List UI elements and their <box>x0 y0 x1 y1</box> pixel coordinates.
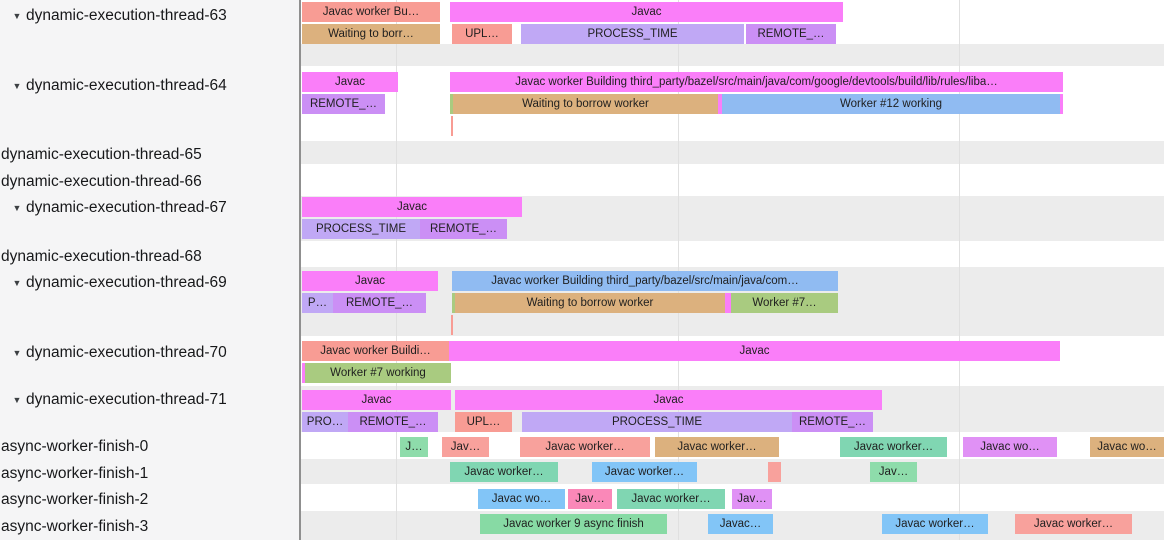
track-label: dynamic-execution-thread-70 <box>26 344 227 361</box>
timeline-slice[interactable] <box>1060 94 1063 114</box>
track-name-panel: ▼ dynamic-execution-thread-63 ▼ dynamic-exe… <box>0 0 299 540</box>
sidebar-track-dynamic-execution-thread-67[interactable]: ▼ dynamic-execution-thread-67 <box>0 197 299 219</box>
timeline-slice[interactable]: PROCESS_TIME <box>522 412 792 432</box>
timeline-slice[interactable]: REMOTE_… <box>746 24 836 44</box>
timeline-slice[interactable]: Javac worker… <box>617 489 725 509</box>
timeline-slice[interactable]: Javac worker 9 async finish <box>480 514 667 534</box>
expand-triangle-icon[interactable]: ▼ <box>12 81 22 91</box>
sidebar-track-dynamic-execution-thread-71[interactable]: ▼ dynamic-execution-thread-71 <box>0 389 299 411</box>
timeline-slice[interactable]: Javac worker… <box>882 514 988 534</box>
timeline-canvas[interactable]: Javac worker Bu… Javac Waiting to borr… UPL… <box>301 0 1164 540</box>
sidebar-track-async-worker-finish-3[interactable]: async-worker-finish-3 <box>0 516 299 538</box>
track-label: async-worker-finish-3 <box>1 518 149 535</box>
timeline-slice[interactable]: Javac <box>302 72 398 92</box>
expand-triangle-icon[interactable]: ▼ <box>12 348 22 358</box>
sidebar-track-dynamic-execution-thread-69[interactable]: ▼ dynamic-execution-thread-69 <box>0 272 299 294</box>
timeline-slice[interactable]: REMOTE_… <box>333 293 426 313</box>
time-gridline <box>959 0 960 540</box>
sidebar-track-async-worker-finish-1[interactable]: async-worker-finish-1 <box>0 463 299 485</box>
timeline-slice[interactable]: Javac <box>455 390 882 410</box>
timeline-slice[interactable]: Jav… <box>568 489 612 509</box>
timeline-slice[interactable] <box>452 293 455 313</box>
timeline-slice[interactable]: Javac… <box>708 514 773 534</box>
timeline-slice[interactable]: Waiting to borrow worker <box>455 293 725 313</box>
timeline-slice[interactable]: REMOTE_… <box>348 412 438 432</box>
timeline-slice[interactable]: Javac worker… <box>1015 514 1132 534</box>
timeline-slice[interactable]: Worker #7… <box>731 293 838 313</box>
timeline-slice[interactable]: REMOTE_… <box>302 94 385 114</box>
time-gridline <box>396 0 397 540</box>
panel-divider[interactable] <box>299 0 301 540</box>
timeline-slice[interactable]: REMOTE_… <box>420 219 507 239</box>
sidebar-track-dynamic-execution-thread-63[interactable]: ▼ dynamic-execution-thread-63 <box>0 5 299 27</box>
expand-triangle-icon[interactable]: ▼ <box>12 395 22 405</box>
time-gridline <box>678 0 679 540</box>
timeline-slice[interactable] <box>768 462 781 482</box>
timeline-slice[interactable]: PROCESS_TIME <box>302 219 420 239</box>
timeline-slice[interactable]: UPL… <box>455 412 512 432</box>
timeline-slice[interactable]: Javac wo… <box>1090 437 1164 457</box>
track-background-band <box>301 459 1164 484</box>
timeline-slice[interactable]: Javac worker… <box>840 437 947 457</box>
timeline-slice[interactable]: Waiting to borr… <box>302 24 440 44</box>
timeline-slice[interactable]: UPL… <box>452 24 512 44</box>
track-label: async-worker-finish-2 <box>1 491 149 508</box>
timeline-slice[interactable]: Javac worker… <box>520 437 650 457</box>
timeline-slice[interactable]: PROCESS_TIME <box>521 24 744 44</box>
track-background-band <box>301 44 1164 66</box>
sidebar-track-dynamic-execution-thread-66[interactable]: dynamic-execution-thread-66 <box>0 171 299 193</box>
track-background-band <box>301 141 1164 164</box>
timeline-slice[interactable]: Jav… <box>442 437 489 457</box>
timeline-slice[interactable]: Javac <box>302 197 522 217</box>
sidebar-track-dynamic-execution-thread-70[interactable]: ▼ dynamic-execution-thread-70 <box>0 342 299 364</box>
timeline-slice[interactable]: Javac worker Buildi… <box>302 341 449 361</box>
timeline-slice[interactable]: Javac <box>450 2 843 22</box>
timeline-slice[interactable]: Worker #12 working <box>722 94 1060 114</box>
expand-triangle-icon[interactable]: ▼ <box>12 203 22 213</box>
timeline-slice[interactable]: Waiting to borrow worker <box>453 94 718 114</box>
timeline-slice[interactable]: P… <box>302 293 333 313</box>
timeline-slice[interactable]: Javac worker Building third_party/bazel/… <box>450 72 1063 92</box>
sidebar-track-dynamic-execution-thread-68[interactable]: dynamic-execution-thread-68 <box>0 246 299 268</box>
timeline-slice[interactable]: Javac worker… <box>450 462 558 482</box>
track-label: dynamic-execution-thread-65 <box>1 146 202 163</box>
timeline-slice[interactable]: Jav… <box>732 489 772 509</box>
track-label: dynamic-execution-thread-69 <box>26 274 227 291</box>
timeline-slice[interactable] <box>450 94 453 114</box>
timeline-slice[interactable]: Javac worker Bu… <box>302 2 440 22</box>
timeline-slice[interactable]: Javac <box>449 341 1060 361</box>
timeline-slice[interactable]: Javac worker Building third_party/bazel/… <box>452 271 838 291</box>
sidebar-track-async-worker-finish-2[interactable]: async-worker-finish-2 <box>0 489 299 511</box>
sidebar-track-async-worker-finish-0[interactable]: async-worker-finish-0 <box>0 436 299 458</box>
expand-triangle-icon[interactable]: ▼ <box>12 11 22 21</box>
sidebar-track-dynamic-execution-thread-64[interactable]: ▼ dynamic-execution-thread-64 <box>0 75 299 97</box>
track-label: dynamic-execution-thread-68 <box>1 248 202 265</box>
timeline-slice[interactable]: Jav… <box>870 462 917 482</box>
timeline-slice[interactable] <box>451 315 453 335</box>
timeline-slice[interactable]: PRO… <box>302 412 348 432</box>
sidebar-track-dynamic-execution-thread-65[interactable]: dynamic-execution-thread-65 <box>0 144 299 166</box>
track-label: dynamic-execution-thread-67 <box>26 199 227 216</box>
timeline-slice[interactable] <box>451 116 453 136</box>
timeline-slice[interactable] <box>302 363 305 383</box>
timeline-slice[interactable]: Javac <box>302 271 438 291</box>
timeline-slice[interactable]: Javac worker… <box>655 437 779 457</box>
track-label: async-worker-finish-0 <box>1 438 149 455</box>
timeline-slice[interactable] <box>725 293 731 313</box>
timeline-slice[interactable] <box>718 94 722 114</box>
timeline-slice[interactable]: J… <box>400 437 428 457</box>
timeline-slice[interactable]: Javac <box>302 390 451 410</box>
timeline-slice[interactable]: Javac worker… <box>592 462 697 482</box>
timeline-slice[interactable]: Javac wo… <box>963 437 1057 457</box>
expand-triangle-icon[interactable]: ▼ <box>12 278 22 288</box>
track-label: dynamic-execution-thread-71 <box>26 391 227 408</box>
track-label: dynamic-execution-thread-63 <box>26 7 227 24</box>
timeline-slice[interactable]: Javac wo… <box>478 489 565 509</box>
track-label: async-worker-finish-1 <box>1 465 149 482</box>
timeline-slice[interactable]: Worker #7 working <box>305 363 451 383</box>
track-label: dynamic-execution-thread-66 <box>1 173 202 190</box>
track-label: dynamic-execution-thread-64 <box>26 77 227 94</box>
timeline-slice[interactable]: REMOTE_… <box>792 412 873 432</box>
